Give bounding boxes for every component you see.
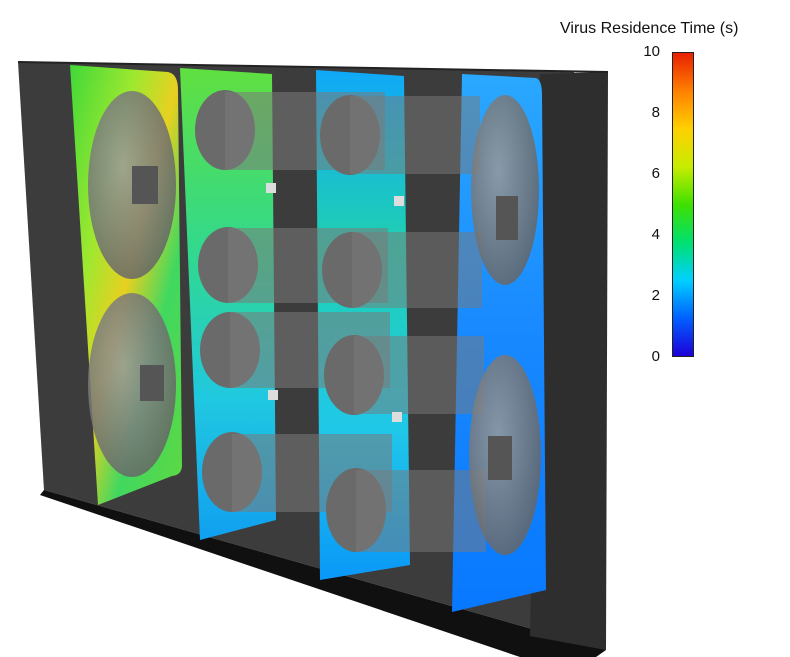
enclosure-right-wall: [530, 72, 608, 650]
seat-block: [496, 196, 518, 240]
colorbar-tick-10: 10: [643, 43, 660, 60]
cylinder-body: [356, 470, 486, 552]
colorbar-tick-8: 8: [651, 104, 660, 121]
colorbar: [672, 52, 694, 357]
seat-block: [132, 166, 158, 204]
colorbar-title: Virus Residence Time (s): [560, 20, 739, 37]
sensor: [266, 183, 276, 193]
sensor: [392, 412, 402, 422]
colorbar-tick-6: 6: [651, 165, 660, 182]
sensor: [268, 390, 278, 400]
cylinder-body: [354, 336, 484, 414]
colorbar-tick-0: 0: [651, 348, 660, 365]
slice-panel-2: [180, 68, 276, 540]
colorbar-tick-2: 2: [651, 287, 660, 304]
capsule: [88, 293, 176, 477]
seat-block: [140, 365, 164, 401]
capsule: [471, 95, 539, 285]
colorbar-tick-4: 4: [651, 226, 660, 243]
seat-block: [488, 436, 512, 480]
sensor: [394, 196, 404, 206]
cylinder-body: [350, 96, 480, 174]
enclosure-edge: [17, 61, 609, 73]
cylinder-body: [352, 232, 482, 308]
